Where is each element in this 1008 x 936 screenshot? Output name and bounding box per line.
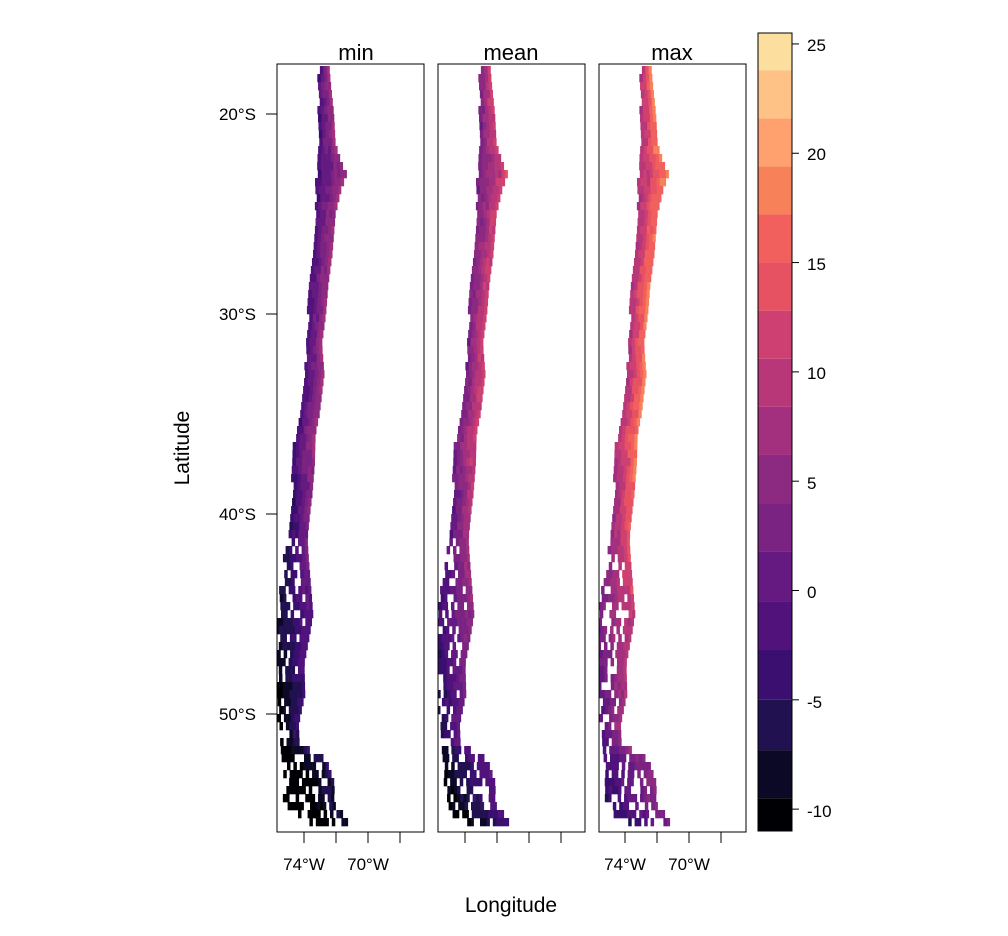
x-axis — [303, 832, 722, 843]
colorbar-swatch — [758, 454, 792, 504]
panel-frame — [276, 63, 425, 833]
x-tick-label-70w-left: 70°W — [347, 855, 389, 874]
panel-frame — [437, 63, 586, 833]
colorbar-swatch — [758, 214, 792, 263]
colorbar — [757, 32, 799, 832]
y-axis — [266, 113, 277, 715]
y-tick-label-50s: 50°S — [219, 705, 256, 724]
colorbar-swatch — [758, 699, 792, 751]
y-tick-label-20s: 20°S — [219, 105, 256, 124]
y-tick-label-30s: 30°S — [219, 305, 256, 324]
colorbar-label-20: 20 — [807, 145, 826, 164]
y-tick-label-40s: 40°S — [219, 505, 256, 524]
colorbar-swatch — [758, 798, 792, 831]
colorbar-label-15: 15 — [807, 255, 826, 274]
colorbar-label-0: 0 — [807, 583, 816, 602]
colorbar-swatch — [758, 262, 792, 311]
colorbar-swatch — [758, 551, 792, 602]
colorbar-swatch — [758, 310, 792, 359]
map-panel-max — [598, 63, 747, 833]
x-axis-label: Longitude — [465, 894, 557, 917]
panel-title-min: min — [338, 40, 373, 65]
map-panel-mean — [437, 63, 586, 833]
map-panel-min — [276, 63, 425, 833]
panel-title-max: max — [651, 40, 693, 65]
panel-title-mean: mean — [483, 40, 538, 65]
colorbar-swatch — [758, 750, 792, 799]
x-tick-label-70w-right: 70°W — [668, 855, 710, 874]
colorbar-label-10: 10 — [807, 364, 826, 383]
colorbar-swatch — [758, 118, 792, 167]
colorbar-swatch — [758, 70, 792, 119]
colorbar-label-minus5: -5 — [807, 693, 822, 712]
colorbar-swatch — [758, 33, 792, 71]
y-axis-label: Latitude — [171, 411, 194, 486]
colorbar-tick-labels: 25 20 15 10 5 0 -5 -10 — [807, 36, 832, 821]
colorbar-swatch — [758, 649, 792, 700]
colorbar-frame — [757, 32, 793, 832]
panel-frame — [598, 63, 747, 833]
x-tick-label-74w-left: 74°W — [283, 855, 325, 874]
colorbar-swatch — [758, 601, 792, 650]
panels-layer — [276, 63, 747, 833]
x-tick-label-74w-right: 74°W — [604, 855, 646, 874]
colorbar-swatch — [758, 406, 792, 455]
colorbar-swatch — [758, 503, 792, 552]
colorbar-swatch — [758, 358, 792, 407]
colorbar-swatch — [758, 166, 792, 215]
colorbar-label-minus10: -10 — [807, 802, 832, 821]
colorbar-label-5: 5 — [807, 474, 816, 493]
colorbar-label-25: 25 — [807, 36, 826, 55]
